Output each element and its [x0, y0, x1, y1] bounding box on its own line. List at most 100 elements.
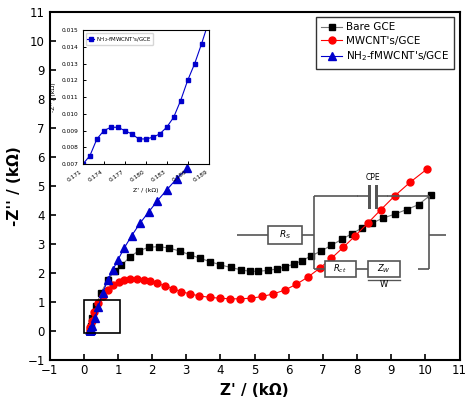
- NH$_2$-fMWCNT's/GCE: [184, 166, 190, 171]
- NH$_2$-fMWCNT's/GCE: [87, 328, 93, 333]
- Bare GCE: [118, 263, 124, 268]
- NH$_2$-fMWCNT's/GCE: [164, 125, 170, 130]
- NH$_2$-fMWCNT's/GCE: [164, 188, 169, 192]
- Bare GCE: [228, 265, 234, 270]
- NH$_2$-fMWCNT's/GCE: [87, 328, 93, 333]
- Line: MWCNT's/GCE: MWCNT's/GCE: [86, 166, 430, 334]
- Y-axis label: -Z'' / (kΩ): -Z'' / (kΩ): [51, 82, 55, 112]
- Bare GCE: [416, 202, 421, 207]
- MWCNT's/GCE: [248, 296, 254, 301]
- MWCNT's/GCE: [134, 277, 140, 281]
- NH$_2$-fMWCNT's/GCE: [87, 328, 93, 333]
- Bare GCE: [428, 193, 433, 198]
- NH$_2$-fMWCNT's/GCE: [87, 328, 93, 333]
- MWCNT's/GCE: [162, 284, 168, 288]
- MWCNT's/GCE: [317, 266, 322, 271]
- Legend: NH$_2$-fMWCNT's/GCE: NH$_2$-fMWCNT's/GCE: [86, 33, 153, 45]
- NH$_2$-fMWCNT's/GCE: [199, 41, 204, 46]
- Bare GCE: [246, 269, 252, 274]
- Text: W: W: [380, 280, 388, 289]
- NH$_2$-fMWCNT's/GCE: [88, 327, 94, 332]
- NH$_2$-fMWCNT's/GCE: [174, 176, 180, 181]
- MWCNT's/GCE: [392, 194, 398, 198]
- NH$_2$-fMWCNT's/GCE: [87, 328, 93, 333]
- Bare GCE: [319, 249, 324, 254]
- NH$_2$-fMWCNT's/GCE: [87, 328, 93, 333]
- Bare GCE: [283, 264, 288, 269]
- Bare GCE: [238, 267, 244, 272]
- NH$_2$-fMWCNT's/GCE: [129, 132, 135, 136]
- NH$_2$-fMWCNT's/GCE: [87, 328, 93, 333]
- MWCNT's/GCE: [89, 318, 95, 323]
- Bare GCE: [177, 249, 182, 254]
- NH$_2$-fMWCNT's/GCE: [87, 153, 93, 158]
- MWCNT's/GCE: [100, 294, 106, 298]
- Bare GCE: [291, 262, 297, 266]
- Bare GCE: [255, 269, 261, 274]
- NH$_2$-fMWCNT's/GCE: [146, 209, 152, 214]
- Bare GCE: [156, 244, 162, 249]
- NH$_2$-fMWCNT's/GCE: [101, 128, 107, 133]
- NH$_2$-fMWCNT's/GCE: [87, 328, 93, 333]
- NH$_2$-fMWCNT's/GCE: [105, 277, 110, 282]
- NH$_2$-fMWCNT's/GCE: [171, 115, 176, 120]
- Bare GCE: [98, 290, 104, 295]
- MWCNT's/GCE: [207, 295, 212, 300]
- NH$_2$-fMWCNT's/GCE: [87, 328, 93, 333]
- Bare GCE: [112, 269, 118, 274]
- NH$_2$-fMWCNT's/GCE: [129, 233, 135, 238]
- MWCNT's/GCE: [305, 275, 311, 279]
- Bare GCE: [359, 225, 365, 230]
- MWCNT's/GCE: [91, 309, 97, 314]
- Line: Bare GCE: Bare GCE: [87, 192, 434, 333]
- Bare GCE: [392, 212, 398, 217]
- MWCNT's/GCE: [147, 279, 153, 284]
- MWCNT's/GCE: [293, 282, 299, 287]
- NH$_2$-fMWCNT's/GCE: [87, 328, 92, 333]
- Y-axis label: -Z'' / (kΩ): -Z'' / (kΩ): [7, 146, 22, 226]
- Text: $R_S$: $R_S$: [279, 229, 291, 241]
- NH$_2$-fMWCNT's/GCE: [80, 162, 86, 166]
- X-axis label: Z' / (kΩ): Z' / (kΩ): [133, 188, 158, 193]
- NH$_2$-fMWCNT's/GCE: [121, 246, 127, 251]
- MWCNT's/GCE: [353, 233, 358, 238]
- Bar: [268, 226, 301, 244]
- NH$_2$-fMWCNT's/GCE: [87, 328, 93, 333]
- NH$_2$-fMWCNT's/GCE: [192, 62, 198, 66]
- Bare GCE: [90, 315, 95, 320]
- Bare GCE: [146, 245, 152, 249]
- Text: $R_{ct}$: $R_{ct}$: [334, 263, 347, 275]
- NH$_2$-fMWCNT's/GCE: [155, 198, 160, 203]
- MWCNT's/GCE: [141, 277, 146, 282]
- Text: CPE: CPE: [365, 173, 380, 181]
- NH$_2$-fMWCNT's/GCE: [92, 316, 98, 321]
- NH$_2$-fMWCNT's/GCE: [87, 328, 93, 333]
- Bare GCE: [127, 254, 133, 259]
- NH$_2$-fMWCNT's/GCE: [88, 328, 93, 333]
- NH$_2$-fMWCNT's/GCE: [206, 19, 211, 24]
- NH$_2$-fMWCNT's/GCE: [157, 132, 163, 136]
- Line: NH$_2$-fMWCNT's/GCE: NH$_2$-fMWCNT's/GCE: [81, 20, 210, 166]
- Bare GCE: [328, 243, 334, 247]
- Bare GCE: [404, 207, 410, 212]
- Line: NH$_2$-fMWCNT's/GCE: NH$_2$-fMWCNT's/GCE: [86, 164, 191, 334]
- MWCNT's/GCE: [88, 325, 93, 330]
- NH$_2$-fMWCNT's/GCE: [87, 328, 93, 333]
- Bare GCE: [380, 216, 385, 221]
- NH$_2$-fMWCNT's/GCE: [88, 328, 93, 333]
- NH$_2$-fMWCNT's/GCE: [87, 328, 93, 333]
- MWCNT's/GCE: [95, 301, 101, 305]
- MWCNT's/GCE: [170, 286, 175, 291]
- MWCNT's/GCE: [259, 294, 265, 299]
- NH$_2$-fMWCNT's/GCE: [95, 305, 101, 309]
- X-axis label: Z' / (kΩ): Z' / (kΩ): [220, 383, 289, 398]
- NH$_2$-fMWCNT's/GCE: [137, 220, 143, 225]
- MWCNT's/GCE: [282, 288, 288, 292]
- Bare GCE: [265, 268, 271, 273]
- MWCNT's/GCE: [341, 245, 346, 249]
- NH$_2$-fMWCNT's/GCE: [122, 128, 128, 133]
- Bar: [325, 261, 356, 277]
- MWCNT's/GCE: [187, 292, 192, 296]
- NH$_2$-fMWCNT's/GCE: [87, 328, 92, 333]
- NH$_2$-fMWCNT's/GCE: [178, 98, 183, 103]
